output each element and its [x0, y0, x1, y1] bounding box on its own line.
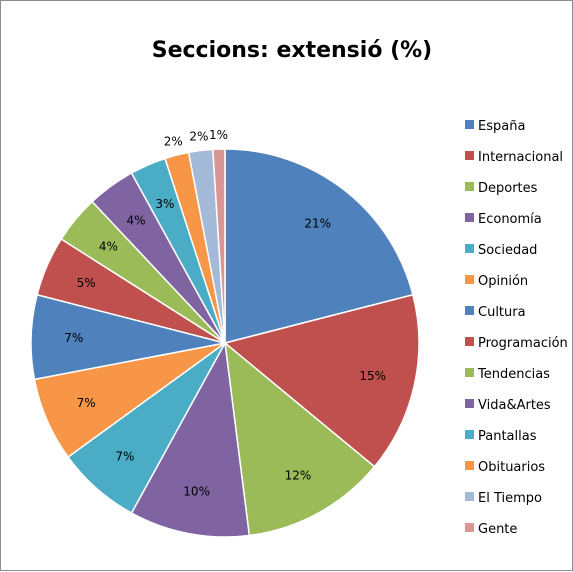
legend-label-5: Sociedad [478, 243, 537, 258]
legend-swatch-5 [465, 244, 474, 253]
slice-label-9: 4% [99, 240, 118, 254]
legend: España Internacional Deportes Economía Socie… [465, 119, 568, 537]
legend-swatch-13 [465, 492, 474, 501]
pie-slice-1 [224, 148, 414, 344]
pie-slice-3 [224, 341, 376, 537]
slice-label-8: 5% [77, 276, 96, 290]
legend-label-1: España [478, 119, 525, 134]
legend-label-4: Economía [478, 212, 542, 227]
slice-label-10: 4% [127, 214, 146, 228]
legend-label-12: Obituarios [478, 460, 545, 475]
chart-title: Seccions: extensió (%) [152, 38, 433, 63]
legend-label-10: Vida&Artes [478, 398, 551, 413]
slice-label-7: 7% [64, 331, 83, 345]
legend-label-11: Pantallas [478, 429, 537, 444]
legend-swatch-10 [465, 399, 474, 408]
legend-swatch-1 [465, 120, 474, 129]
legend-swatch-6 [465, 275, 474, 284]
legend-swatch-3 [465, 182, 474, 191]
slice-label-1: 21% [304, 216, 331, 230]
legend-label-14: Gente [478, 522, 517, 537]
legend-swatch-4 [465, 213, 474, 222]
legend-label-2: Internacional [478, 150, 563, 165]
slice-label-2: 15% [359, 369, 386, 383]
legend-swatch-11 [465, 430, 474, 439]
legend-swatch-2 [465, 151, 474, 160]
legend-swatch-7 [465, 306, 474, 315]
pie-slice-2 [223, 293, 420, 468]
pie-slice-4 [130, 340, 251, 538]
slice-label-5: 7% [115, 450, 134, 464]
slice-label-14: 1% [209, 128, 228, 142]
slice-labels: 21%15%12%10%7%7%7%5%4%4%3%2% 2% 1% [64, 128, 386, 499]
legend-swatch-9 [465, 368, 474, 377]
slice-label-4: 10% [183, 485, 210, 499]
legend-swatch-8 [465, 337, 474, 346]
legend-label-9: Tendencias [477, 367, 550, 382]
legend-swatch-14 [465, 523, 474, 532]
legend-label-3: Deportes [478, 181, 538, 196]
slice-label-6: 7% [77, 396, 96, 410]
legend-label-8: Programación [478, 336, 568, 351]
slice-label-3: 12% [285, 469, 312, 483]
pie-slice-14 [212, 148, 226, 344]
legend-label-6: Opinión [478, 274, 528, 289]
slice-label-11: 3% [155, 197, 174, 211]
legend-swatch-12 [465, 461, 474, 470]
slice-label-13: 2% [189, 130, 208, 144]
legend-label-13: El Tiempo [478, 491, 542, 506]
pie-slices [30, 148, 420, 538]
slice-label-12: 2% [164, 135, 183, 149]
legend-label-7: Cultura [478, 305, 526, 320]
